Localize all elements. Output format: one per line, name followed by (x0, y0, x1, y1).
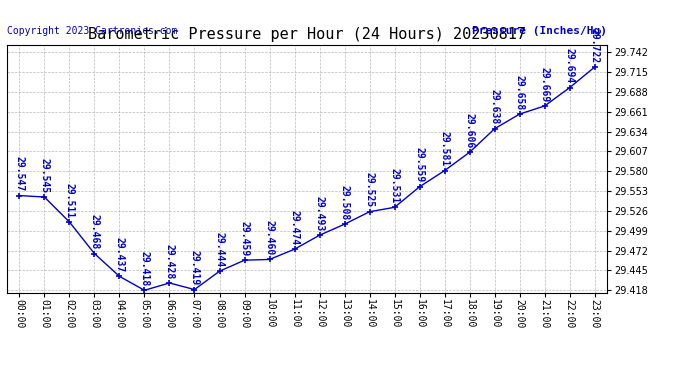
Text: 29.459: 29.459 (239, 221, 250, 256)
Text: 29.428: 29.428 (164, 243, 175, 279)
Text: 29.418: 29.418 (139, 251, 150, 286)
Text: 29.722: 29.722 (590, 28, 600, 63)
Text: Copyright 2023 Cartronics.com: Copyright 2023 Cartronics.com (7, 26, 177, 36)
Text: 29.460: 29.460 (264, 220, 275, 255)
Text: 29.559: 29.559 (415, 147, 424, 183)
Text: 29.437: 29.437 (115, 237, 124, 272)
Text: 29.669: 29.669 (540, 66, 550, 102)
Text: 29.606: 29.606 (464, 113, 475, 148)
Text: Pressure (Inches/Hg): Pressure (Inches/Hg) (472, 26, 607, 36)
Text: 29.547: 29.547 (14, 156, 24, 191)
Title: Barometric Pressure per Hour (24 Hours) 20230817: Barometric Pressure per Hour (24 Hours) … (88, 27, 526, 42)
Text: 29.468: 29.468 (90, 214, 99, 249)
Text: 29.525: 29.525 (364, 172, 375, 207)
Text: 29.474: 29.474 (290, 210, 299, 245)
Text: 29.545: 29.545 (39, 158, 50, 193)
Text: 29.444: 29.444 (215, 232, 224, 267)
Text: 29.658: 29.658 (515, 75, 524, 110)
Text: 29.508: 29.508 (339, 185, 350, 220)
Text: 29.419: 29.419 (190, 250, 199, 285)
Text: 29.694: 29.694 (564, 48, 575, 83)
Text: 29.493: 29.493 (315, 196, 324, 231)
Text: 29.581: 29.581 (440, 131, 450, 166)
Text: 29.638: 29.638 (490, 89, 500, 124)
Text: 29.511: 29.511 (64, 183, 75, 218)
Text: 29.531: 29.531 (390, 168, 400, 203)
